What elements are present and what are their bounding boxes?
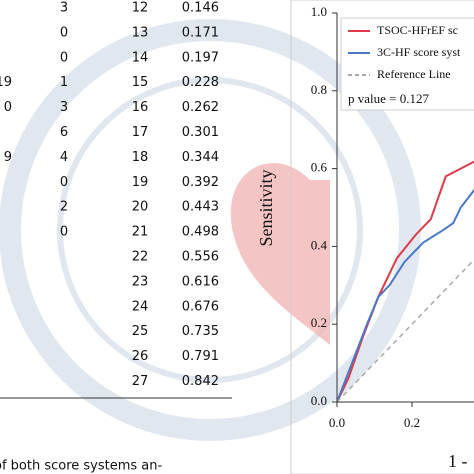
- cell: 0.344: [182, 150, 219, 165]
- cell: 27: [132, 374, 149, 389]
- cell: 0: [60, 50, 68, 65]
- y-tick-label: 0.0: [311, 393, 327, 408]
- y-tick-label: 0.6: [311, 160, 328, 175]
- x-tick-label: 0.2: [404, 415, 420, 430]
- y-tick-label: 1.0: [311, 4, 327, 19]
- watermark: [0, 19, 421, 441]
- cell: 4: [60, 150, 68, 165]
- cell: 17: [132, 125, 149, 140]
- cell: 0.842: [182, 374, 219, 389]
- cell: 1: [60, 75, 68, 90]
- cell: 6: [60, 125, 68, 140]
- cell: 0: [60, 25, 68, 40]
- cell: 24: [132, 299, 149, 314]
- y-tick-label: 0.2: [311, 315, 327, 330]
- cell: 2: [60, 200, 68, 215]
- cell: 13: [132, 25, 149, 40]
- cell: 19: [132, 175, 149, 190]
- cell: 0.735: [182, 324, 219, 339]
- cell: 0.228: [182, 75, 219, 90]
- cell: 0.616: [182, 274, 219, 289]
- cell: 0.791: [182, 349, 219, 364]
- cell: 15: [132, 75, 149, 90]
- cell: 9: [4, 150, 12, 165]
- plot-frame: [290, 0, 474, 474]
- cell: 16: [132, 100, 149, 115]
- heart-watermark: [230, 163, 330, 345]
- cell: 21: [132, 225, 149, 240]
- cell: 23: [132, 274, 149, 289]
- roc-line: [336, 188, 474, 403]
- roc-line: [336, 258, 474, 403]
- cell: 3: [60, 1, 68, 16]
- body-text: of both score systems an-: [0, 459, 163, 474]
- x-tick-label: 0.0: [329, 415, 345, 430]
- cell: 0.197: [182, 50, 219, 65]
- cell: 12: [132, 1, 149, 16]
- x-axis-label: 1 -: [448, 451, 468, 471]
- cell: 20: [132, 200, 149, 215]
- legend-label: TSOC-HFrEF sc: [377, 23, 458, 37]
- cell: 0.498: [182, 225, 219, 240]
- cell: 0.146: [182, 1, 219, 16]
- legend-label: Reference Line: [377, 67, 451, 81]
- y-tick-label: 0.4: [311, 237, 328, 252]
- cell: 19: [0, 75, 12, 90]
- cell: 0.301: [182, 125, 219, 140]
- cell: 26: [132, 349, 149, 364]
- cell: 0: [4, 100, 12, 115]
- cell: 3: [60, 100, 68, 115]
- cell: 25: [132, 324, 149, 339]
- cell: 0.676: [182, 299, 219, 314]
- y-tick-label: 0.8: [311, 82, 327, 97]
- cell: 18: [132, 150, 149, 165]
- p-value: p value = 0.127: [348, 91, 429, 106]
- cell: 0: [60, 175, 68, 190]
- cell: 22: [132, 250, 149, 265]
- roc-line: [336, 160, 474, 403]
- cell: 0.443: [182, 200, 219, 215]
- cell: 0.556: [182, 250, 219, 265]
- cell: 0.262: [182, 100, 219, 115]
- legend-box: [340, 17, 474, 111]
- cell: 0: [60, 225, 68, 240]
- y-axis-label: Sensitivity: [256, 169, 276, 246]
- cell: 0.171: [182, 25, 219, 40]
- cell: 0.392: [182, 175, 219, 190]
- legend-label: 3C-HF score syst: [377, 45, 461, 59]
- cell: 14: [132, 50, 149, 65]
